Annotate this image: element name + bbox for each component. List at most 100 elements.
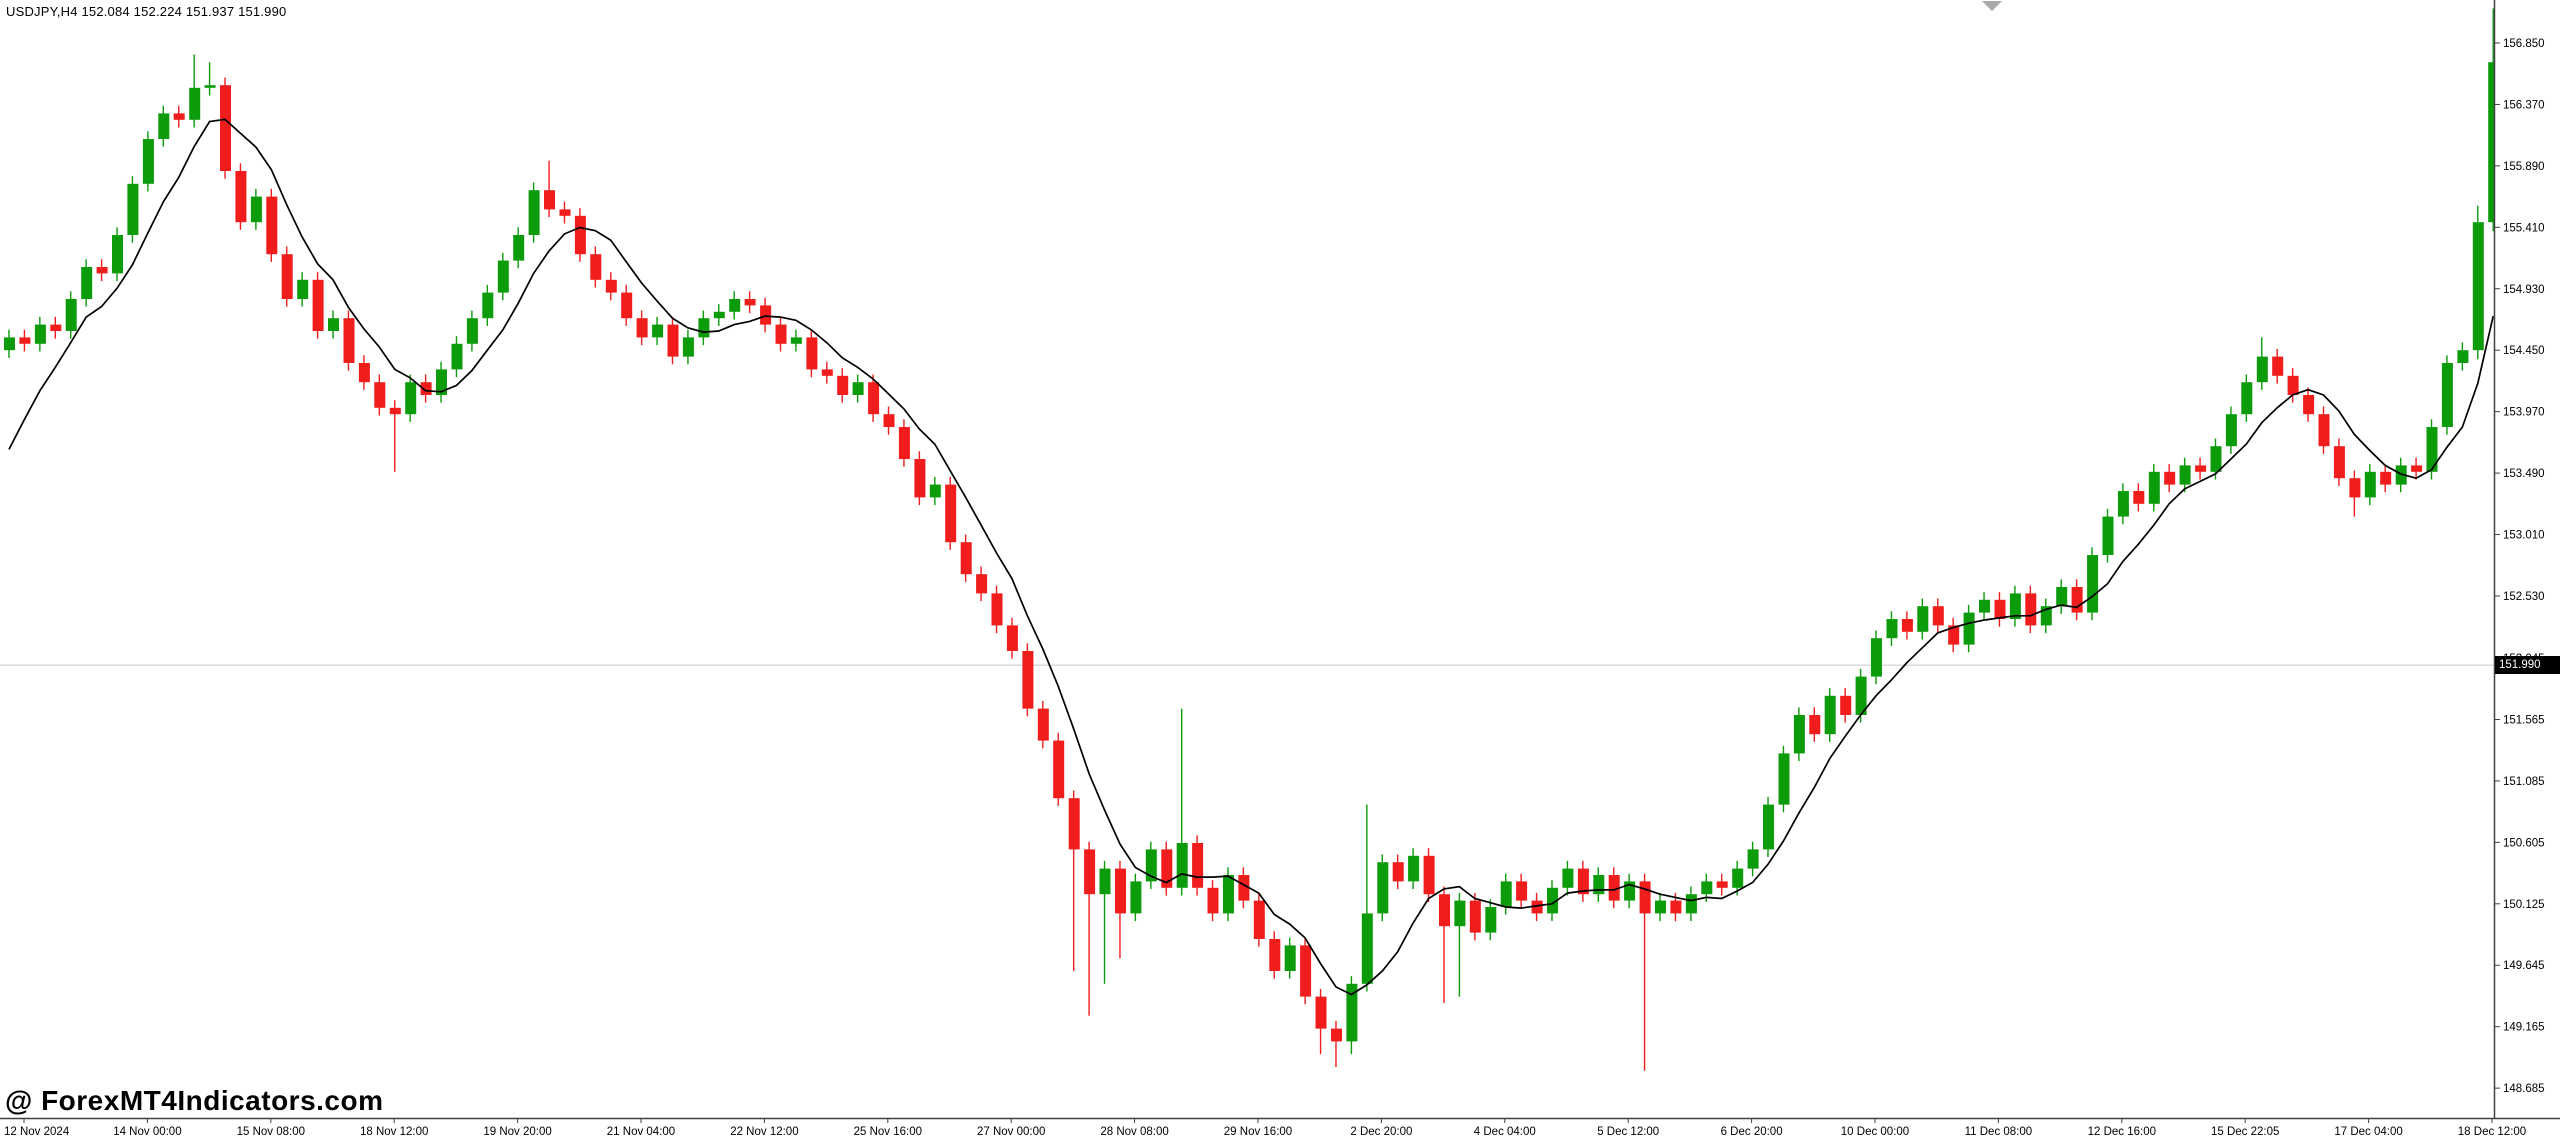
- price-axis-label: 153.970: [2503, 407, 2545, 419]
- candle: [50, 316, 62, 339]
- candle-body: [1655, 900, 1666, 914]
- candle-body: [235, 171, 247, 223]
- candle: [436, 361, 447, 403]
- candle: [2457, 342, 2469, 371]
- candle: [2303, 387, 2315, 422]
- candle-body: [451, 343, 463, 370]
- candle-body: [929, 484, 941, 498]
- candle-body: [1392, 862, 1404, 882]
- symbol-info-line: USDJPY,H4 152.084 152.224 151.937 151.99…: [6, 4, 287, 19]
- candle: [1469, 892, 1481, 941]
- candle-body: [1778, 753, 1790, 805]
- candle-body: [1979, 599, 1990, 613]
- candle-body: [1670, 900, 1682, 914]
- candle: [281, 246, 293, 307]
- candle: [328, 310, 339, 339]
- candle: [1207, 880, 1219, 922]
- candle-body: [513, 235, 525, 261]
- candle: [682, 329, 694, 365]
- time-axis-label: 17 Dec 04:00: [2334, 1126, 2402, 1138]
- price-axis-label: 153.010: [2503, 530, 2545, 542]
- candle: [127, 176, 139, 243]
- candle-body: [2457, 350, 2469, 363]
- candle: [65, 291, 77, 339]
- candle-body: [1948, 625, 1960, 645]
- candle-body: [1223, 875, 1234, 914]
- candle-body: [1130, 881, 1142, 914]
- candle: [744, 291, 756, 314]
- candle-body: [1747, 849, 1759, 869]
- price-axis-label: 154.930: [2503, 284, 2545, 296]
- candle: [1361, 804, 1373, 992]
- price-axis-label: 152.530: [2503, 591, 2545, 603]
- candle: [590, 246, 602, 288]
- candle-body: [1763, 804, 1774, 850]
- candle: [266, 188, 278, 262]
- candle-body: [2303, 395, 2315, 415]
- candle: [1269, 931, 1281, 979]
- candle-body: [1346, 983, 1358, 1042]
- candle: [1516, 873, 1528, 909]
- candle-body: [2241, 382, 2253, 415]
- chart-shift-triangle-icon[interactable]: [1982, 1, 2002, 11]
- candle-body: [698, 318, 710, 338]
- candle: [790, 329, 802, 352]
- candle-body: [1809, 715, 1821, 735]
- candle-body: [158, 113, 170, 139]
- candle: [1022, 643, 1034, 717]
- candle-body: [389, 407, 401, 415]
- candle: [1747, 841, 1759, 877]
- candle: [1161, 841, 1173, 896]
- time-axis-label: 19 Nov 20:00: [483, 1126, 551, 1138]
- candle-body: [1871, 638, 1882, 677]
- candle: [574, 208, 586, 262]
- candle-body: [2349, 478, 2361, 498]
- candle-body: [358, 363, 370, 383]
- candle-body: [2087, 555, 2099, 613]
- candle-body: [312, 279, 324, 331]
- candle-body: [328, 318, 339, 331]
- candle: [698, 310, 710, 346]
- candle-body: [466, 318, 478, 344]
- candle: [2117, 483, 2129, 525]
- candle: [142, 131, 154, 192]
- candle: [2164, 464, 2176, 493]
- candle-body: [1624, 881, 1636, 901]
- candle-body: [127, 183, 139, 235]
- candle: [775, 316, 787, 352]
- candle-body: [1608, 875, 1620, 901]
- candle-body: [1963, 612, 1975, 645]
- time-axis-label: 21 Nov 04:00: [607, 1126, 675, 1138]
- candle: [2148, 464, 2160, 512]
- candle-body: [1115, 868, 1126, 914]
- candle: [2102, 508, 2114, 563]
- candle-body: [1454, 900, 1466, 927]
- candle: [2426, 419, 2438, 480]
- candle-body: [837, 375, 849, 395]
- candle-body: [2179, 465, 2191, 485]
- candle: [1778, 745, 1790, 813]
- candle-body: [1145, 849, 1157, 882]
- time-axis-label: 18 Dec 12:00: [2458, 1126, 2526, 1138]
- price-axis-label: 156.370: [2503, 99, 2545, 111]
- candle-body: [2133, 491, 2145, 504]
- candle-body: [2426, 427, 2438, 472]
- candle-body: [1053, 740, 1065, 799]
- candle: [466, 310, 478, 352]
- candle: [1006, 617, 1018, 659]
- candle: [189, 54, 201, 128]
- time-axis-label: 27 Nov 00:00: [977, 1126, 1045, 1138]
- candle: [250, 188, 262, 230]
- candle-body: [1377, 862, 1389, 914]
- candle: [1145, 841, 1157, 890]
- candle-body: [2472, 222, 2484, 351]
- candle-body: [1994, 599, 2006, 619]
- candle: [158, 105, 170, 147]
- candle: [945, 476, 957, 550]
- candle: [2333, 438, 2345, 486]
- candle-body: [2056, 587, 2068, 607]
- candle-body: [189, 87, 201, 120]
- candle: [960, 534, 972, 582]
